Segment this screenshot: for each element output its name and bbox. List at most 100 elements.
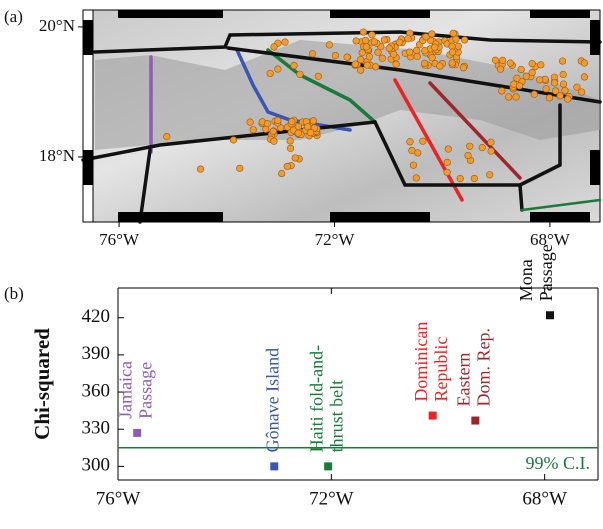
earthquake: [507, 60, 514, 67]
earthquake: [410, 162, 417, 169]
earthquake: [449, 49, 456, 56]
earthquake: [359, 49, 366, 56]
x-tick-label: 76°W: [99, 230, 140, 249]
earthquake: [505, 94, 512, 101]
earthquake: [471, 175, 478, 182]
earthquake: [536, 76, 543, 83]
earthquake: [444, 159, 451, 166]
earthquake: [420, 138, 427, 145]
earthquake: [445, 146, 452, 153]
earthquake: [267, 70, 274, 77]
earthquake: [529, 69, 536, 76]
earthquake: [271, 44, 278, 51]
y-tick-label: 330: [82, 418, 111, 439]
earthquake: [360, 29, 367, 36]
y-tick-label: 300: [82, 455, 111, 476]
earthquake: [453, 36, 460, 43]
point: [324, 462, 332, 470]
earthquake: [164, 133, 171, 140]
earthquake: [366, 53, 373, 60]
earthquake: [393, 61, 400, 68]
earthquake: [431, 44, 438, 51]
point: [471, 417, 479, 425]
figure: (a) (b) Chi-squared 76°W 72°W 68°W 20°N 18°N…: [0, 0, 603, 529]
earthquake: [465, 152, 472, 159]
y-tick-label: 20°N: [39, 16, 75, 35]
y-axis-label: Chi-squared: [30, 328, 54, 440]
earthquake: [282, 39, 289, 46]
earthquake: [413, 175, 420, 182]
earthquake: [581, 74, 588, 81]
earthquake: [390, 51, 397, 58]
earthquake: [275, 66, 282, 73]
earthquake: [421, 60, 428, 67]
series-label: Gônave Island: [262, 348, 282, 452]
earthquake: [531, 91, 538, 98]
earthquake: [523, 73, 530, 80]
earthquake: [371, 38, 378, 45]
earthquake: [551, 80, 558, 87]
earthquake: [559, 58, 566, 65]
x-tick-label: 72°W: [309, 488, 354, 509]
earthquake: [304, 123, 311, 130]
earthquake: [287, 145, 294, 152]
earthquake: [297, 71, 304, 78]
earthquake: [486, 171, 493, 178]
threshold-label: 99% C.I.: [526, 453, 591, 473]
earthquake: [270, 128, 277, 135]
earthquake: [488, 139, 495, 146]
earthquake: [292, 155, 299, 162]
earthquake: [581, 60, 588, 67]
earthquake: [275, 117, 282, 124]
earthquake: [421, 47, 428, 54]
earthquake: [546, 95, 553, 102]
earthquake: [363, 44, 370, 51]
panel-label: (b): [4, 284, 24, 303]
map-panel: [83, 10, 600, 222]
y-tick-label: 390: [82, 343, 111, 364]
earthquake: [479, 144, 486, 151]
series-label: Dominican: [411, 322, 431, 402]
y-tick-label: 18°N: [39, 146, 75, 165]
earthquake: [437, 63, 444, 70]
earthquake: [197, 166, 204, 173]
earthquake: [362, 37, 369, 44]
earthquake: [578, 89, 585, 96]
earthquake: [381, 37, 388, 44]
series-label: Republic: [431, 337, 451, 402]
x-tick-label: 68°W: [522, 488, 567, 509]
earthquake: [264, 120, 271, 127]
point: [546, 311, 554, 319]
earthquake: [352, 61, 359, 68]
earthquake: [295, 130, 302, 137]
earthquake: [492, 57, 499, 64]
point: [270, 462, 278, 470]
series-label: Haiti fold-and-: [306, 345, 326, 452]
earthquake: [516, 83, 523, 90]
earthquake: [488, 148, 495, 155]
earthquake: [271, 138, 278, 145]
earthquake: [289, 118, 296, 125]
earthquake: [369, 32, 376, 39]
panel-label: (a): [4, 7, 23, 26]
y-tick-label: 360: [82, 380, 111, 401]
earthquake: [423, 34, 430, 41]
earthquake: [357, 56, 364, 63]
earthquake: [405, 35, 412, 42]
point: [429, 412, 437, 420]
earthquake: [552, 88, 559, 95]
earthquake: [543, 86, 550, 93]
series-label: Dom. Rep.: [473, 328, 493, 407]
earthquake: [449, 60, 456, 67]
earthquake: [466, 143, 473, 150]
earthquake: [310, 118, 317, 125]
series-label: Eastern: [453, 353, 473, 407]
earthquake: [307, 129, 314, 136]
earthquake: [326, 42, 333, 49]
earthquake: [560, 81, 567, 88]
earthquake: [537, 62, 544, 69]
earthquake: [513, 94, 520, 101]
series-label: thrust belt: [326, 380, 346, 453]
earthquake: [407, 138, 414, 145]
earthquake: [287, 138, 294, 145]
